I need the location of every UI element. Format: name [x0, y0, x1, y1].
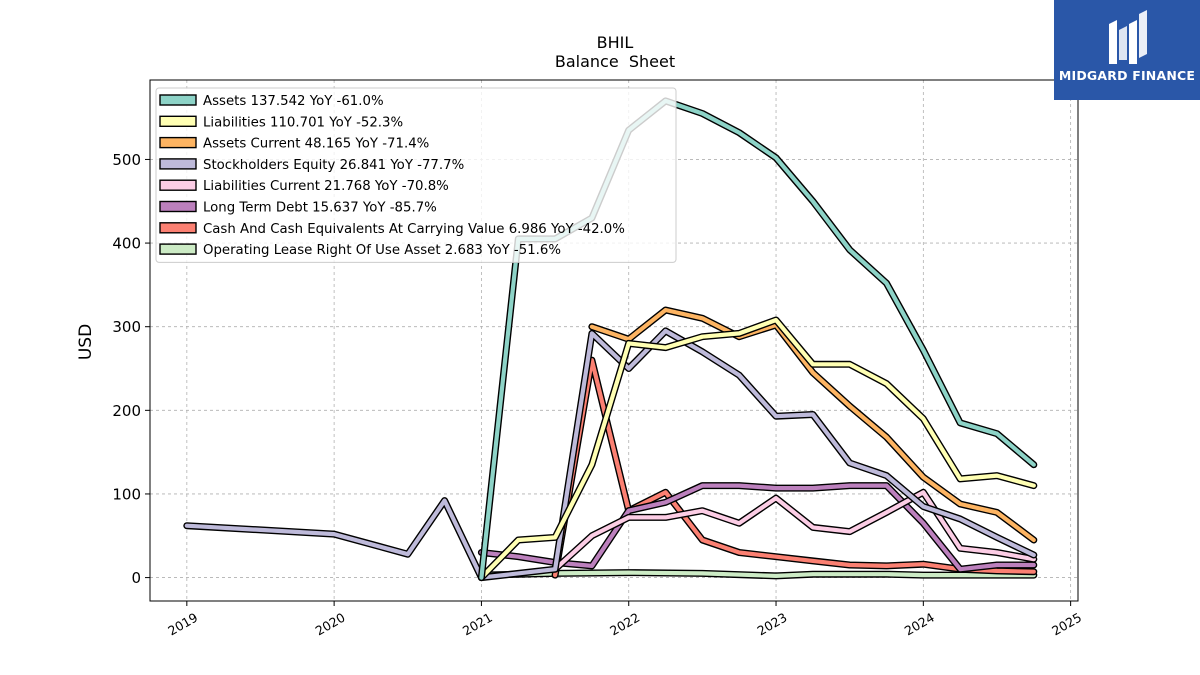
legend-label: Assets Current 48.165 YoY -71.4% [203, 137, 429, 152]
legend-label: Liabilities 110.701 YoY -52.3% [203, 115, 403, 130]
x-tick-label: 2025 [1049, 610, 1084, 639]
chart-title: BHIL [597, 33, 634, 52]
y-tick-label: 300 [112, 318, 141, 336]
series-operating-lease-right-of-use-asset [477, 569, 1038, 580]
chart-subtitle: Balance Sheet [555, 52, 675, 71]
x-tick-label: 2021 [460, 610, 495, 639]
series-line [552, 358, 1036, 578]
series-line [479, 570, 1036, 579]
series-long-term-debt [477, 482, 1038, 573]
legend-box [155, 87, 677, 263]
series-liabilities [477, 316, 1038, 582]
x-tick-label: 2020 [313, 610, 348, 639]
brand-name: MIDGARD FINANCE [1058, 68, 1196, 83]
legend-label: Cash And Cash Equivalents At Carrying Va… [203, 222, 625, 237]
series-assets-current [588, 306, 1038, 544]
legend-item: Stockholders Equity 26.841 YoY -77.7% [159, 158, 464, 173]
legend-item: Liabilities 110.701 YoY -52.3% [159, 115, 403, 130]
legend-swatch [159, 136, 197, 149]
series-liabilities-current [551, 488, 1038, 573]
series-line [479, 483, 1036, 572]
legend-label: Operating Lease Right Of Use Asset 2.683… [203, 243, 561, 258]
y-tick-label: 200 [112, 402, 141, 420]
y-tick-label: 400 [112, 235, 141, 253]
x-tick-label: 2019 [165, 610, 200, 639]
legend-swatch [159, 200, 197, 213]
plot-frame [149, 79, 1079, 602]
x-tick-label: 2022 [607, 610, 642, 639]
brand-logo: MIDGARD FINANCE [1054, 0, 1200, 100]
series-line [552, 490, 1036, 572]
legend-swatch [159, 115, 197, 128]
series-outline [551, 356, 1038, 579]
series-line [589, 307, 1036, 543]
legend-item: Liabilities Current 21.768 YoY -70.8% [159, 179, 449, 194]
legend-label: Liabilities Current 21.768 YoY -70.8% [203, 179, 449, 194]
series-stockholders-equity [183, 327, 1038, 582]
y-tick-label: 0 [131, 569, 141, 587]
legend-swatch [159, 179, 197, 191]
y-tick-label: 100 [112, 485, 141, 503]
legend-swatch [159, 222, 197, 234]
legend-item: Assets Current 48.165 YoY -71.4% [159, 136, 429, 152]
series-line [184, 328, 1036, 580]
legend-label: Long Term Debt 15.637 YoY -85.7% [203, 201, 437, 216]
y-tick-label: 500 [112, 151, 141, 169]
legend-item: Long Term Debt 15.637 YoY -85.7% [159, 200, 437, 216]
series-line [479, 317, 1036, 580]
legend-swatch [159, 158, 197, 170]
y-axis-label: USD [76, 324, 96, 360]
legend: Assets 137.542 YoY -61.0% Liabilities 110… [155, 87, 677, 263]
legend-swatch [159, 94, 197, 106]
series-cash-and-cash-equivalents-at-carrying-value [551, 356, 1038, 579]
x-tick-label: 2023 [754, 610, 789, 639]
legend-item: Assets 137.542 YoY -61.0% [159, 94, 384, 109]
legend-label: Stockholders Equity 26.841 YoY -77.7% [203, 158, 464, 173]
x-tick-label: 2024 [902, 610, 937, 639]
midgard-logo-icon [1109, 10, 1147, 64]
legend-item: Cash And Cash Equivalents At Carrying Va… [159, 222, 625, 237]
legend-item: Operating Lease Right Of Use Asset 2.683… [159, 243, 561, 258]
legend-label: Assets 137.542 YoY -61.0% [203, 94, 384, 109]
legend-swatch [159, 243, 197, 255]
